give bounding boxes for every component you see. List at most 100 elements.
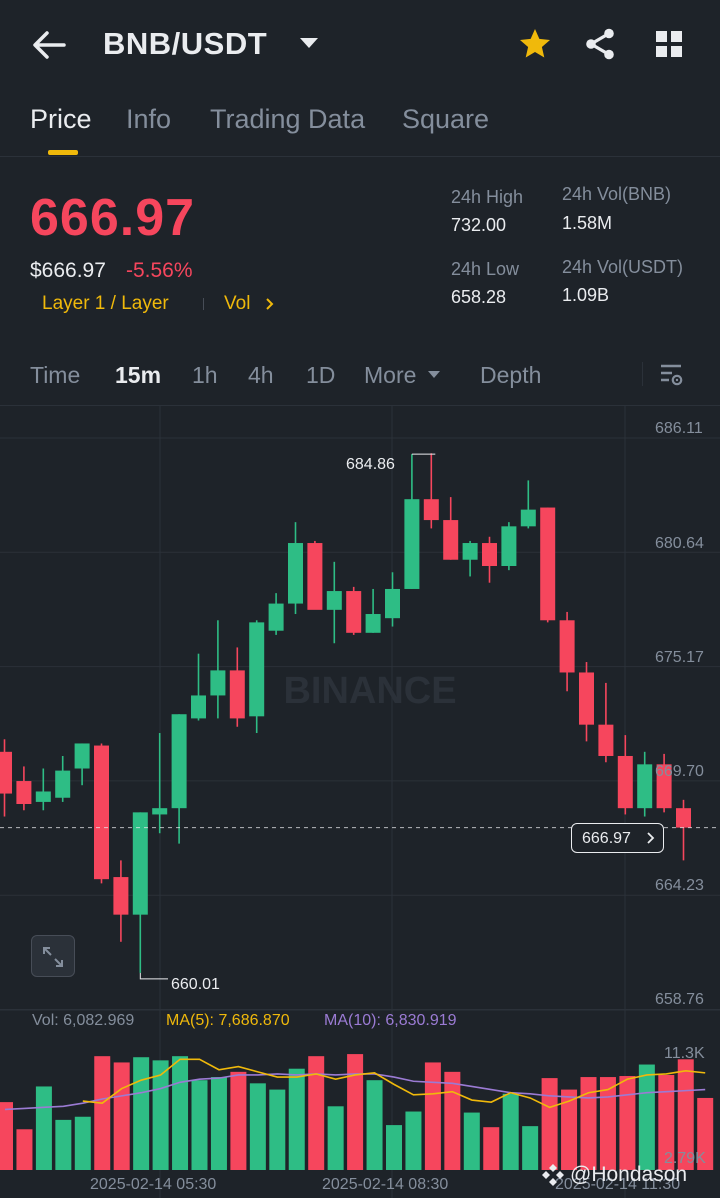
- user-watermark: @Hondason: [540, 1162, 687, 1188]
- candle-body: [191, 695, 206, 719]
- ma10-line: [4, 1073, 706, 1111]
- tabs-divider: [0, 156, 720, 157]
- high-24h-value: 732.00: [451, 215, 507, 235]
- volume-bar: [405, 1111, 422, 1170]
- time-axis-label: 2025-02-14 05:30: [90, 1176, 217, 1193]
- volume-bar: [55, 1119, 72, 1170]
- candle-body: [598, 724, 614, 756]
- candle-body: [676, 808, 691, 828]
- pair-title[interactable]: BNB/USDT: [103, 26, 268, 61]
- vol-usdt-value: 1.09B: [562, 285, 610, 305]
- candle-body: [307, 543, 323, 610]
- volume-bar: [599, 1077, 616, 1170]
- volume-bar: [541, 1078, 558, 1170]
- volume-bar: [113, 1062, 130, 1170]
- candle-body: [152, 808, 168, 815]
- candle-body: [326, 591, 342, 610]
- tab-square[interactable]: Square: [402, 104, 490, 134]
- price-axis-label: 664.23: [655, 877, 704, 894]
- tf-1d[interactable]: 1D: [306, 362, 336, 388]
- candle-body: [579, 672, 594, 725]
- binance-watermark: BINANCE: [283, 670, 456, 712]
- watermark-username: @Hondason: [570, 1163, 688, 1186]
- tag-vol[interactable]: Vol: [224, 293, 251, 314]
- candle-body: [520, 509, 536, 527]
- candle-body: [559, 620, 575, 673]
- volume-bar: [658, 1074, 675, 1170]
- candle-body: [55, 770, 71, 798]
- share-icon[interactable]: [582, 26, 618, 62]
- chart-settings-icon[interactable]: [658, 362, 684, 388]
- tf-1h[interactable]: 1h: [192, 362, 218, 388]
- volume-bar: [191, 1080, 208, 1170]
- tf-15m[interactable]: 15m: [115, 362, 162, 388]
- candle-body: [637, 764, 653, 809]
- volume-bar: [483, 1127, 500, 1170]
- change-percent: -5.56%: [126, 259, 193, 282]
- candle-body: [656, 764, 672, 809]
- price-axis-label: 669.70: [655, 763, 704, 780]
- high-marker: 684.86: [346, 456, 395, 473]
- candle-body: [540, 507, 556, 621]
- volume-bar: [210, 1077, 227, 1170]
- caret-down-icon[interactable]: [298, 36, 320, 50]
- vol-readout: Vol: 6,082.969: [32, 1012, 135, 1029]
- candle-body: [94, 745, 109, 880]
- candle-body: [482, 543, 497, 567]
- price-axis-label: 675.17: [655, 649, 704, 666]
- back-arrow-icon[interactable]: [30, 28, 70, 62]
- candle-body: [288, 543, 303, 604]
- current-price-tag[interactable]: 666.97: [571, 823, 664, 853]
- volume-bar: [580, 1077, 597, 1170]
- candlestick-svg[interactable]: BINANCE: [0, 406, 720, 1198]
- star-icon[interactable]: [517, 26, 553, 62]
- tab-price[interactable]: Price: [30, 104, 92, 134]
- grid-icon[interactable]: [654, 29, 684, 59]
- high-24h-label: 24h High: [451, 187, 524, 207]
- vol-usdt-label: 24h Vol(USDT): [562, 257, 684, 277]
- fullscreen-button[interactable]: [31, 935, 75, 977]
- volume-bar: [288, 1068, 305, 1170]
- more-caret-icon[interactable]: [427, 370, 441, 379]
- volume-bar: [347, 1054, 364, 1170]
- usd-price: $666.97: [30, 259, 106, 282]
- low-24h-value: 658.28: [451, 287, 507, 307]
- candle-body: [443, 520, 459, 560]
- candle-body: [385, 588, 400, 619]
- volume-bar: [677, 1059, 694, 1170]
- candle-body: [35, 791, 51, 802]
- volume-bar: [424, 1062, 441, 1170]
- tf-4h[interactable]: 4h: [248, 362, 274, 388]
- volume-bar: [638, 1064, 655, 1170]
- tag-layer[interactable]: Layer 1 / Layer: [42, 293, 169, 314]
- chevron-right-icon[interactable]: [265, 297, 275, 311]
- volume-axis-label: 11.3K: [664, 1045, 705, 1062]
- candle-body: [113, 877, 129, 915]
- price-axis-label: 686.11: [655, 420, 703, 437]
- timeframe-divider: [0, 405, 720, 406]
- chevron-right-icon: [647, 832, 655, 844]
- volume-bar: [697, 1097, 714, 1170]
- candle-body: [268, 603, 284, 631]
- volume-bar: [308, 1056, 325, 1170]
- volume-bar: [463, 1112, 480, 1170]
- low-24h-label: 24h Low: [451, 259, 520, 279]
- volume-bar: [249, 1083, 266, 1170]
- binance-logo-icon: [542, 1164, 564, 1186]
- volume-bar: [74, 1116, 91, 1170]
- ma5-readout: MA(5): 7,686.870: [166, 1012, 290, 1029]
- candle-body: [404, 499, 420, 589]
- candle-body: [423, 499, 439, 521]
- volume-bar: [269, 1089, 286, 1170]
- candle-body: [229, 670, 245, 719]
- last-price: 666.97: [30, 189, 196, 247]
- tf-more[interactable]: More: [364, 362, 417, 388]
- tab-info[interactable]: Info: [126, 104, 172, 134]
- price-chart[interactable]: BINANCE: [0, 406, 720, 1198]
- active-tab-indicator: [48, 150, 78, 155]
- tag-separator: [203, 298, 204, 310]
- volume-bar: [35, 1086, 52, 1170]
- tf-time[interactable]: Time: [30, 362, 81, 388]
- tab-trading-data[interactable]: Trading Data: [210, 104, 366, 134]
- tf-depth[interactable]: Depth: [480, 362, 542, 388]
